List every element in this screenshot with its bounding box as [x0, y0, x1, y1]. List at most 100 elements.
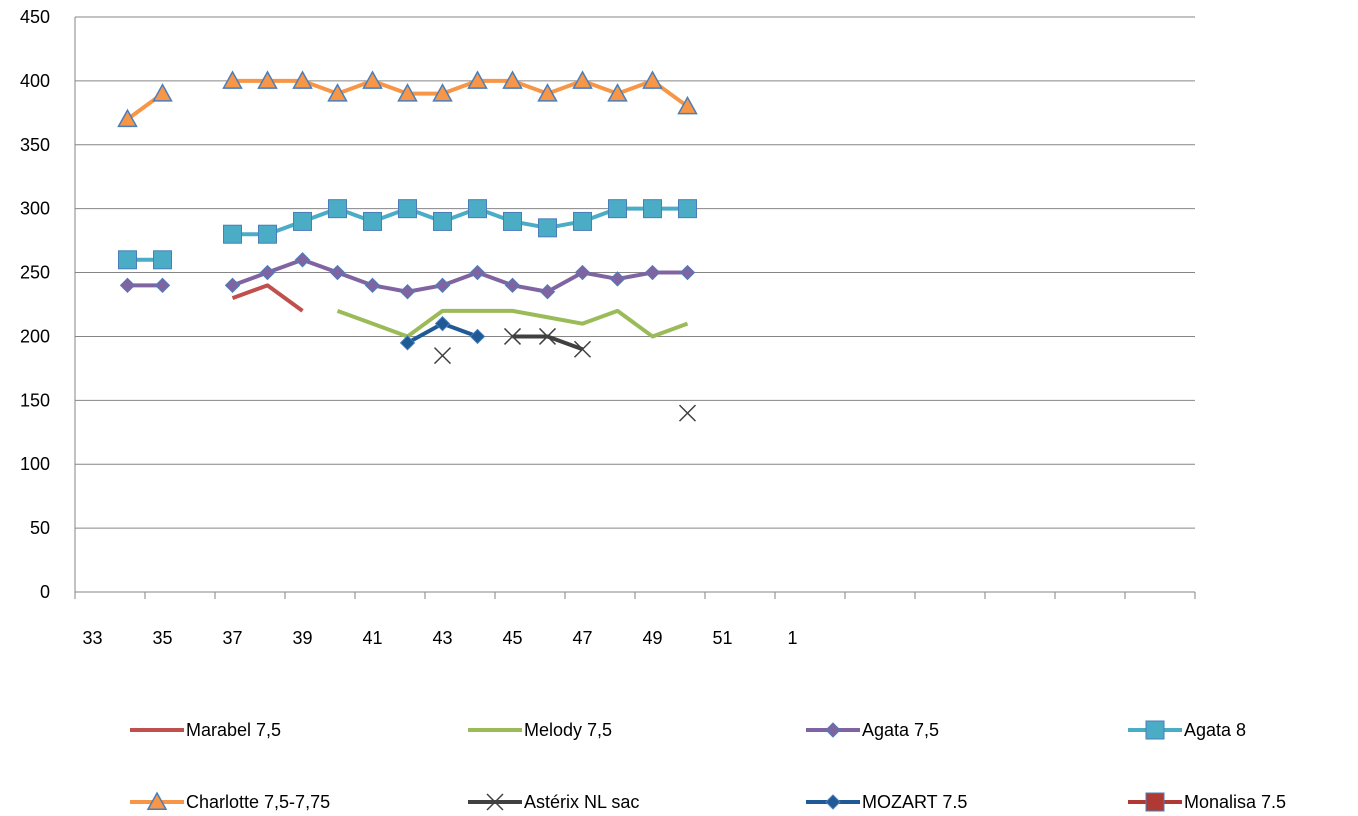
data-point [293, 211, 312, 231]
data-point [538, 218, 557, 238]
legend-item-1: Melody 7,5 [468, 720, 612, 740]
y-tick-label: 400 [20, 71, 50, 91]
data-point [678, 404, 697, 422]
data-point [363, 211, 382, 231]
data-point [222, 70, 243, 89]
legend-label: Agata 7,5 [862, 720, 939, 740]
y-tick-label: 300 [20, 199, 50, 219]
data-point [329, 264, 346, 281]
x-tick-labels: 33 35 37 39 41 43 45 47 49 51 1 [82, 628, 797, 648]
data-point [294, 252, 311, 268]
x-tick-label: 1 [787, 628, 797, 648]
data-point [434, 315, 451, 332]
legend-swatch-marker [486, 793, 504, 811]
data-point [258, 224, 277, 244]
data-point [362, 70, 383, 89]
x-tick-label: 35 [152, 628, 172, 648]
y-tick-label: 250 [20, 263, 50, 283]
x-marker-stroke [433, 347, 452, 365]
series-2 [119, 252, 696, 300]
data-point [398, 199, 417, 219]
data-point [397, 83, 418, 102]
x-tick-label: 49 [642, 628, 662, 648]
legend-swatch-marker [146, 791, 168, 810]
x-tick-label: 41 [362, 628, 382, 648]
data-point [467, 70, 488, 89]
x-tick-label: 47 [572, 628, 592, 648]
data-point [609, 271, 626, 287]
data-point [608, 199, 627, 219]
data-point [433, 211, 452, 231]
x-marker-stroke [503, 327, 522, 345]
data-point [399, 335, 416, 351]
legend-item-5: Astérix NL sac [468, 792, 639, 812]
legend-item-6: MOZART 7.5 [806, 792, 967, 812]
legend-item-0: Marabel 7,5 [130, 720, 281, 740]
data-point [327, 83, 348, 102]
x-tick-label: 51 [712, 628, 732, 648]
series-1 [336, 308, 689, 339]
data-point [223, 224, 242, 244]
legend-label: Charlotte 7,5-7,75 [186, 792, 330, 812]
legend: Marabel 7,5 Melody 7,5 Agata 7,5 Agata 8 Cha… [130, 720, 1286, 812]
data-point [469, 328, 486, 345]
data-point [574, 264, 591, 281]
data-point [643, 199, 662, 219]
data-point [468, 199, 487, 219]
series-3 [118, 199, 697, 270]
legend-label: MOZART 7.5 [862, 792, 967, 812]
data-point [433, 347, 452, 365]
x-marker-stroke [573, 340, 592, 358]
data-point [117, 108, 138, 128]
legend-item-4: Charlotte 7,5-7,75 [130, 791, 330, 812]
data-point [539, 284, 556, 300]
series-4 [117, 70, 698, 128]
data-point [224, 277, 241, 294]
x-tick-label: 39 [292, 628, 312, 648]
data-point [607, 83, 628, 102]
data-point [434, 277, 451, 294]
data-point [573, 211, 592, 231]
series-6 [399, 315, 486, 351]
data-point [259, 264, 276, 281]
data-point [432, 83, 453, 102]
y-tick-label: 450 [20, 7, 50, 27]
axes [74, 17, 1196, 599]
series-line [336, 308, 689, 339]
data-point [328, 199, 347, 219]
gridlines [75, 16, 1195, 529]
data-point [399, 284, 416, 300]
data-point [119, 277, 136, 294]
data-point [152, 83, 173, 102]
data-point [257, 70, 278, 89]
y-tick-label: 50 [30, 518, 50, 538]
data-point [364, 277, 381, 294]
legend-item-7: Monalisa 7.5 [1128, 792, 1286, 812]
x-tick-label: 43 [432, 628, 452, 648]
data-point [504, 277, 521, 294]
data-point [678, 199, 697, 219]
plot-series [117, 70, 698, 422]
data-point [503, 211, 522, 231]
data-point [154, 277, 171, 294]
data-point [469, 264, 486, 281]
data-point [573, 340, 592, 358]
data-point [644, 264, 661, 281]
legend-label: Agata 8 [1184, 720, 1246, 740]
x-tick-label: 33 [82, 628, 102, 648]
data-point [677, 95, 698, 115]
data-point [503, 327, 522, 345]
x-marker-stroke [678, 404, 697, 422]
data-point [292, 70, 313, 89]
x-tick-label: 45 [502, 628, 522, 648]
data-point [502, 70, 523, 89]
series-5 [433, 327, 697, 422]
y-tick-label: 350 [20, 135, 50, 155]
legend-label: Marabel 7,5 [186, 720, 281, 740]
y-tick-labels: 0 50 100 150 200 250 300 350 400 450 [20, 7, 50, 602]
legend-swatch-marker [1145, 792, 1165, 812]
legend-swatch-marker [825, 722, 841, 738]
data-point [118, 250, 137, 270]
series-0 [231, 283, 304, 313]
